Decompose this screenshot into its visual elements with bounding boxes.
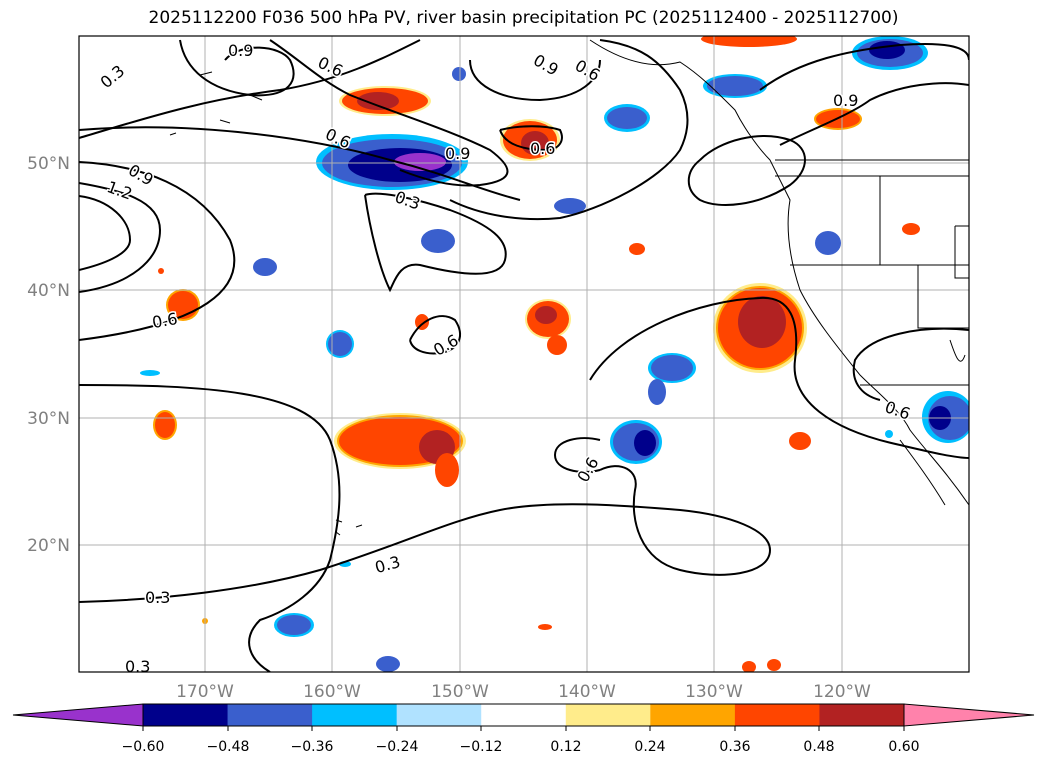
contour-label: 0.6	[430, 330, 462, 359]
colorbar-tick-label: 0.36	[719, 739, 750, 755]
colorbar-tick-label: −0.48	[207, 739, 250, 755]
colorbar-cells	[143, 704, 905, 726]
colorbar-outline	[142, 703, 905, 727]
colorbar-extend-right	[903, 703, 1035, 727]
lon-labels: 170°W 160°W 150°W 140°W 130°W 120°W	[176, 682, 871, 702]
contour-label: 0.6	[151, 309, 179, 332]
lat-label: 20°N	[27, 536, 70, 556]
colorbar-ticks: −0.60 −0.48 −0.36 −0.24 −0.12 0.12 0.24 …	[122, 739, 920, 755]
contour-label: 0.6	[572, 56, 604, 85]
colorbar-cell	[734, 704, 820, 726]
colorbar-tick-label: −0.36	[291, 739, 334, 755]
colorbar-cell	[481, 704, 567, 726]
lon-label: 150°W	[431, 682, 489, 702]
colorbar-cell	[143, 704, 229, 726]
lat-labels: 50°N 40°N 30°N 20°N	[27, 154, 70, 556]
coastlines	[169, 39, 969, 536]
lon-label: 170°W	[176, 682, 234, 702]
colorbar-extend-left	[12, 703, 144, 727]
contour-label: 1.2	[104, 177, 134, 204]
colorbar-tick-label: 0.48	[803, 739, 834, 755]
colorbar-tick-label: −0.12	[460, 739, 503, 755]
contour-label: 0.9	[228, 41, 253, 60]
colorbar-cell	[819, 704, 905, 726]
colorbar-tick-marks	[142, 726, 905, 731]
lon-label: 120°W	[813, 682, 871, 702]
contour-label: 0.3	[392, 187, 422, 214]
lat-label: 40°N	[27, 281, 70, 301]
contour-label: 0.3	[145, 588, 170, 607]
contour-label: 0.3	[125, 657, 150, 676]
colorbar-tick-label: 0.24	[634, 739, 665, 755]
precip-shading	[140, 36, 969, 672]
colorbar-cell	[650, 704, 736, 726]
colorbar-tick-label: −0.24	[376, 739, 419, 755]
contour-label: 0.6	[882, 397, 912, 424]
lon-label: 160°W	[303, 682, 361, 702]
graticule	[79, 36, 969, 672]
colorbar-cell	[396, 704, 482, 726]
colorbar-cell	[227, 704, 313, 726]
lat-label: 50°N	[27, 154, 70, 174]
map-frame	[78, 35, 970, 673]
contour-label: 0.9	[445, 144, 470, 163]
contour-label: 0.3	[97, 61, 129, 92]
contour-label: 0.9	[530, 50, 562, 79]
contour-label: 0.6	[573, 454, 602, 486]
lon-label: 130°W	[685, 682, 743, 702]
lat-label: 30°N	[27, 409, 70, 429]
plot-title: 2025112200 F036 500 hPa PV, river basin …	[148, 8, 899, 28]
colorbar: −0.60 −0.48 −0.36 −0.24 −0.12 0.12 0.24 …	[12, 703, 1035, 755]
contour-label: 0.3	[373, 552, 403, 577]
colorbar-tick-label: −0.60	[122, 739, 165, 755]
pv-contours	[79, 39, 969, 672]
colorbar-tick-label: 0.60	[888, 739, 919, 755]
lon-label: 140°W	[558, 682, 616, 702]
colorbar-cell	[312, 704, 398, 726]
contour-label: 0.6	[530, 139, 555, 158]
colorbar-cell	[565, 704, 651, 726]
contour-label: 0.9	[833, 91, 858, 110]
colorbar-tick-label: 0.12	[550, 739, 581, 755]
